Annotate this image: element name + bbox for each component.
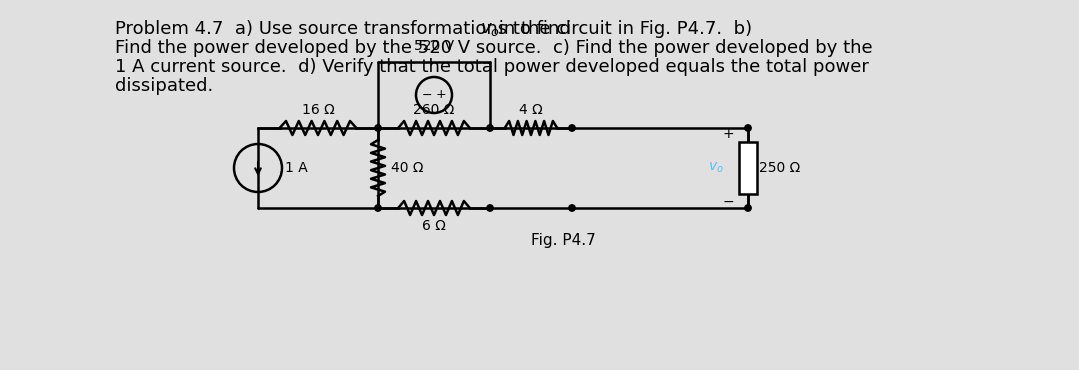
Text: 1 A: 1 A [285,161,308,175]
Text: 260 Ω: 260 Ω [413,103,454,117]
Bar [739,142,757,194]
Circle shape [487,125,493,131]
Circle shape [745,205,751,211]
Circle shape [374,125,381,131]
Text: dissipated.: dissipated. [115,77,214,95]
Text: 4 Ω: 4 Ω [519,103,543,117]
Circle shape [569,125,575,131]
Text: +: + [436,88,447,101]
Text: Find the power developed by the 520 V source.  c) Find the power developed by th: Find the power developed by the 520 V so… [115,39,873,57]
Text: $v_o$: $v_o$ [708,161,724,175]
Text: 250 Ω: 250 Ω [759,161,801,175]
Text: −: − [722,195,734,209]
Text: 1 A current source.  d) Verify that the total power developed equals the total p: 1 A current source. d) Verify that the t… [115,58,869,76]
Text: 40 Ω: 40 Ω [391,161,423,175]
Text: −: − [422,88,433,101]
Text: Fig. P4.7: Fig. P4.7 [531,232,596,248]
Text: Problem 4.7  a) Use source transformations to find: Problem 4.7 a) Use source transformation… [115,20,576,38]
Circle shape [745,125,751,131]
Text: +: + [722,127,734,141]
Text: in the circuit in Fig. P4.7.  b): in the circuit in Fig. P4.7. b) [493,20,752,38]
Circle shape [487,205,493,211]
Text: 6 Ω: 6 Ω [422,219,446,233]
Circle shape [374,205,381,211]
Text: $v_o$: $v_o$ [480,20,500,38]
Text: 520 V: 520 V [414,39,454,53]
Text: 16 Ω: 16 Ω [302,103,334,117]
Circle shape [569,205,575,211]
